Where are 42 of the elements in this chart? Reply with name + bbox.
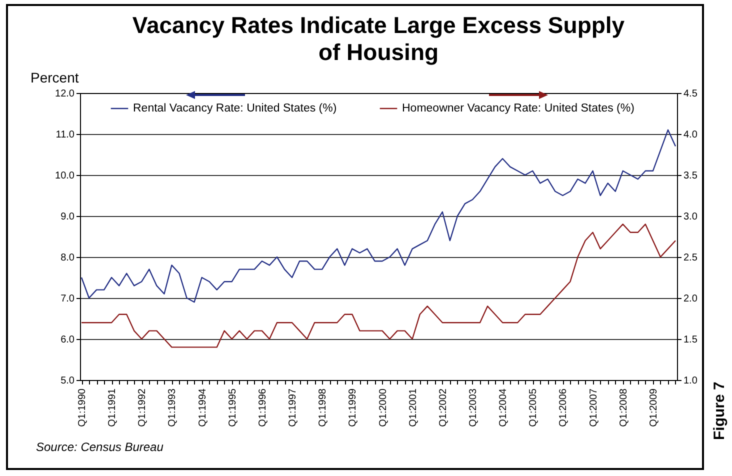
- y-tick-label: 11.0: [56, 130, 75, 140]
- y2-tick-label: 1.0: [684, 376, 698, 386]
- y2-tick-label: 1.5: [684, 334, 698, 346]
- y-axis-title: Percent: [30, 70, 79, 86]
- y-tick-label: 9.0: [60, 212, 75, 222]
- caption: Figure 7: [711, 382, 728, 440]
- legend-label: Homeowner Vacancy Rate: United States (%): [402, 102, 635, 114]
- x-tick-label: Q1:2000: [378, 388, 389, 427]
- x-tick-label: Q1:2003: [468, 388, 479, 427]
- legend-label: Rental Vacancy Rate: United States (%): [133, 102, 337, 114]
- source-note: Source: Census Bureau: [36, 440, 164, 454]
- y2-tick-label: 4.0: [684, 130, 698, 140]
- x-tick-label: Q1:1998: [318, 388, 329, 427]
- x-tick-label: Q1:2007: [588, 388, 600, 427]
- x-tick-label: Q1:1994: [197, 388, 208, 427]
- x-tick-label: Q1:1995: [227, 388, 238, 427]
- y-tick-label: 12.0: [55, 88, 75, 100]
- x-tick-label: Q1:1990: [77, 388, 88, 427]
- x-tick-label: Q1:1999: [348, 388, 359, 427]
- x-tick-label: Q1:1992: [137, 388, 148, 427]
- x-tick-label: Q1:1997: [288, 388, 299, 427]
- x-tick-label: Q1:2008: [618, 388, 630, 427]
- chart-title: Vacancy Rates Indicate Large Excess Supply of Housing: [132, 12, 625, 65]
- x-tick-label: Q1:2006: [558, 388, 570, 427]
- y-tick-label: 7.0: [60, 294, 75, 304]
- y2-tick-label: 4.5: [684, 88, 698, 100]
- y2-tick-label: 2.5: [684, 252, 698, 264]
- x-tick-label: Q1:2002: [438, 388, 449, 427]
- y-tick-label: 8.0: [60, 252, 75, 264]
- y2-tick-label: 3.0: [684, 212, 698, 222]
- y-tick-label: 6.0: [60, 334, 75, 346]
- x-tick-label: Q1:2004: [498, 388, 510, 427]
- y2-tick-label: 2.0: [684, 294, 698, 304]
- x-tick-label: Q1:2001: [408, 388, 419, 427]
- y-tick-label: 5.0: [60, 376, 75, 386]
- x-tick-label: Q1:1991: [107, 388, 118, 427]
- x-tick-label: Q1:1996: [257, 388, 268, 427]
- x-tick-label: Q1:2005: [528, 388, 540, 427]
- y-tick-label: 10.0: [55, 170, 75, 182]
- x-tick-label: Q1:2009: [648, 388, 660, 427]
- y2-tick-label: 3.5: [684, 170, 698, 182]
- x-tick-label: Q1:1993: [167, 388, 178, 427]
